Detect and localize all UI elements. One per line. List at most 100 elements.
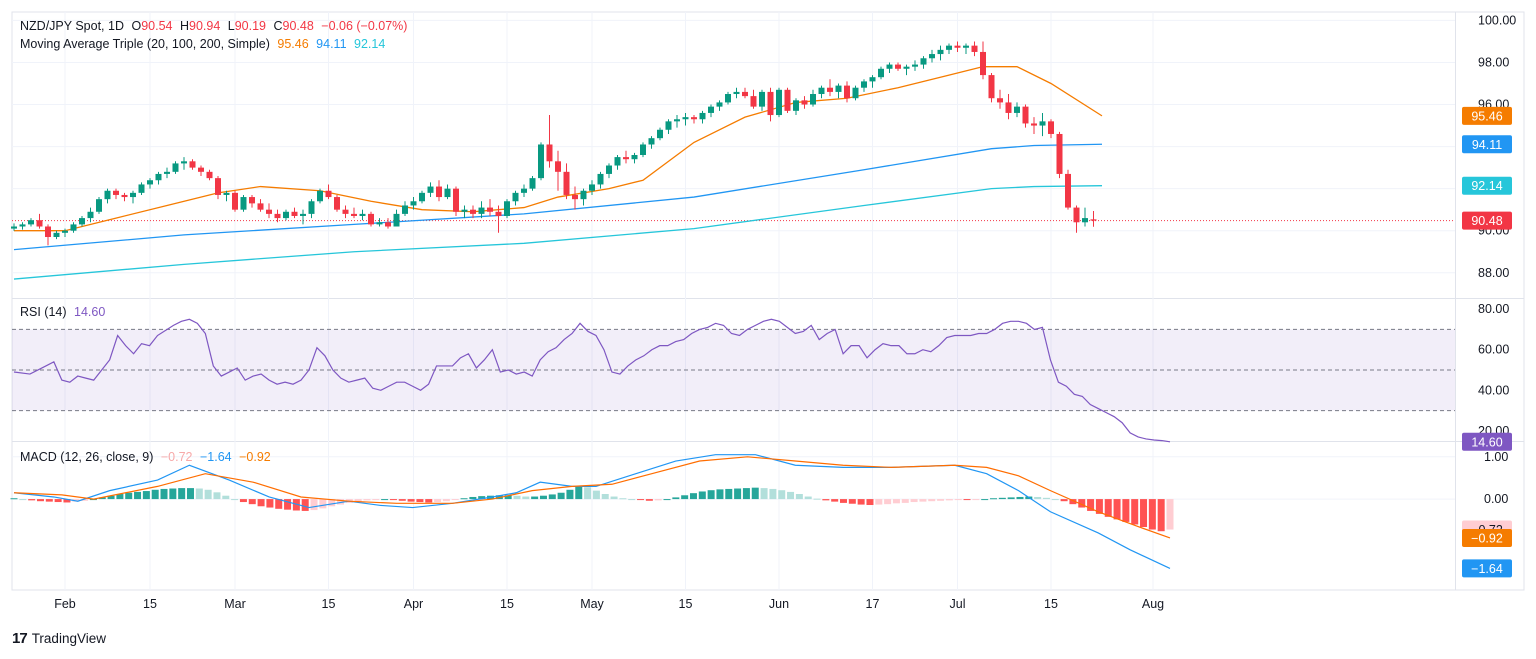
candle	[886, 64, 893, 69]
price-tick-label: 88.00	[1478, 266, 1509, 280]
macd-histogram-bar	[619, 498, 627, 500]
x-tick-label: 15	[679, 597, 693, 611]
tradingview-brand[interactable]: 17 TradingView	[12, 630, 106, 647]
candle	[835, 85, 842, 92]
macd-histogram-bar	[45, 499, 53, 502]
macd-histogram-bar	[734, 488, 742, 500]
candle	[461, 209, 468, 212]
ma20-value: 95.46	[277, 37, 309, 51]
macd-histogram-bar	[866, 499, 874, 506]
candle	[818, 87, 825, 95]
price-tick-label: 100.00	[1478, 13, 1516, 27]
macd-histogram-bar	[354, 499, 362, 502]
low-label: L	[227, 19, 235, 33]
macd-histogram-bar	[1051, 499, 1059, 501]
candle	[716, 102, 723, 107]
high-label: H	[179, 19, 189, 33]
candle	[334, 197, 340, 210]
macd-histogram-bar	[831, 499, 839, 502]
ma-title: Moving Average Triple (20, 100, 200, Sim…	[20, 37, 270, 51]
macd-histogram-bar	[1007, 497, 1015, 500]
candle	[1082, 218, 1088, 223]
candle	[470, 209, 476, 214]
macd-histogram-bar	[328, 499, 336, 507]
macd-histogram-bar	[257, 499, 265, 507]
macd-histogram-bar	[372, 499, 380, 501]
candle	[572, 194, 578, 200]
macd-histogram-bar	[1078, 499, 1086, 508]
candle	[274, 213, 281, 219]
candle	[512, 192, 519, 202]
macd-histogram-bar	[116, 494, 124, 500]
price-badge-label: 90.48	[1471, 214, 1502, 228]
macd-histogram-bar	[610, 496, 618, 500]
candle	[733, 91, 740, 95]
ma100-value: 94.11	[316, 37, 347, 51]
candle	[28, 220, 34, 225]
candle	[232, 192, 238, 210]
candle	[385, 222, 391, 227]
brand-name: TradingView	[31, 631, 106, 646]
macd-histogram-bar	[990, 498, 998, 500]
candle	[861, 81, 867, 88]
candle	[912, 64, 918, 67]
macd-histogram-bar	[981, 499, 989, 501]
candle	[988, 75, 995, 99]
tradingview-logo-icon: 17	[12, 630, 28, 647]
candle	[640, 144, 646, 155]
macd-histogram-bar	[557, 492, 565, 500]
macd-histogram-bar	[389, 499, 397, 501]
macd-histogram-bar	[134, 491, 142, 500]
candle	[963, 45, 969, 48]
ma-line-sma100	[13, 143, 1103, 251]
macd-histogram-bar	[266, 499, 274, 508]
macd-histogram-bar	[151, 489, 159, 500]
macd-title: MACD (12, 26, close, 9)	[20, 450, 154, 464]
x-tick-label: 15	[322, 597, 336, 611]
candle	[1090, 219, 1097, 221]
macd-histogram-bar	[875, 499, 883, 505]
candle	[436, 186, 442, 198]
candle	[937, 49, 944, 55]
macd-badge-label: −0.92	[1471, 531, 1503, 545]
candle	[563, 171, 570, 195]
macd-histogram-bar	[822, 499, 830, 501]
macd-histogram-bar	[539, 495, 547, 500]
macd-histogram-bar	[795, 494, 803, 500]
rsi-badge	[1462, 432, 1512, 451]
candle	[997, 98, 1003, 103]
macd-histogram-bar	[725, 488, 733, 500]
x-tick-label: 15	[1044, 597, 1058, 611]
macd-histogram-bar	[284, 499, 292, 510]
macd-histogram-bar	[663, 499, 671, 501]
candle	[767, 91, 774, 116]
macd-histogram-bar	[1060, 499, 1068, 502]
macd-histogram-bar	[698, 491, 706, 500]
candle	[181, 161, 187, 164]
candle	[1039, 121, 1046, 126]
rsi-tick-label: 60.00	[1478, 343, 1509, 357]
candle	[36, 220, 43, 227]
candle	[240, 197, 247, 210]
candle	[1056, 133, 1063, 174]
macd-histogram-bar	[1122, 499, 1130, 522]
candle	[172, 163, 179, 172]
macd-histogram-bar	[1069, 499, 1077, 505]
candle	[682, 117, 689, 120]
macd-tick-label: 1.00	[1484, 450, 1508, 464]
candle	[104, 190, 111, 200]
x-tick-label: Apr	[404, 597, 423, 611]
macd-histogram-bar	[1140, 499, 1148, 527]
candle	[427, 186, 434, 193]
candle	[869, 77, 876, 82]
change-value: −0.06 (−0.07%)	[321, 19, 408, 33]
macd-histogram-bar	[513, 495, 521, 500]
candle	[546, 144, 553, 162]
candle	[393, 213, 400, 227]
macd-histogram-bar	[848, 499, 856, 504]
candle	[495, 211, 502, 216]
macd-histogram-bar	[531, 496, 539, 500]
candle	[597, 173, 604, 185]
rsi-title: RSI (14)	[20, 305, 67, 319]
